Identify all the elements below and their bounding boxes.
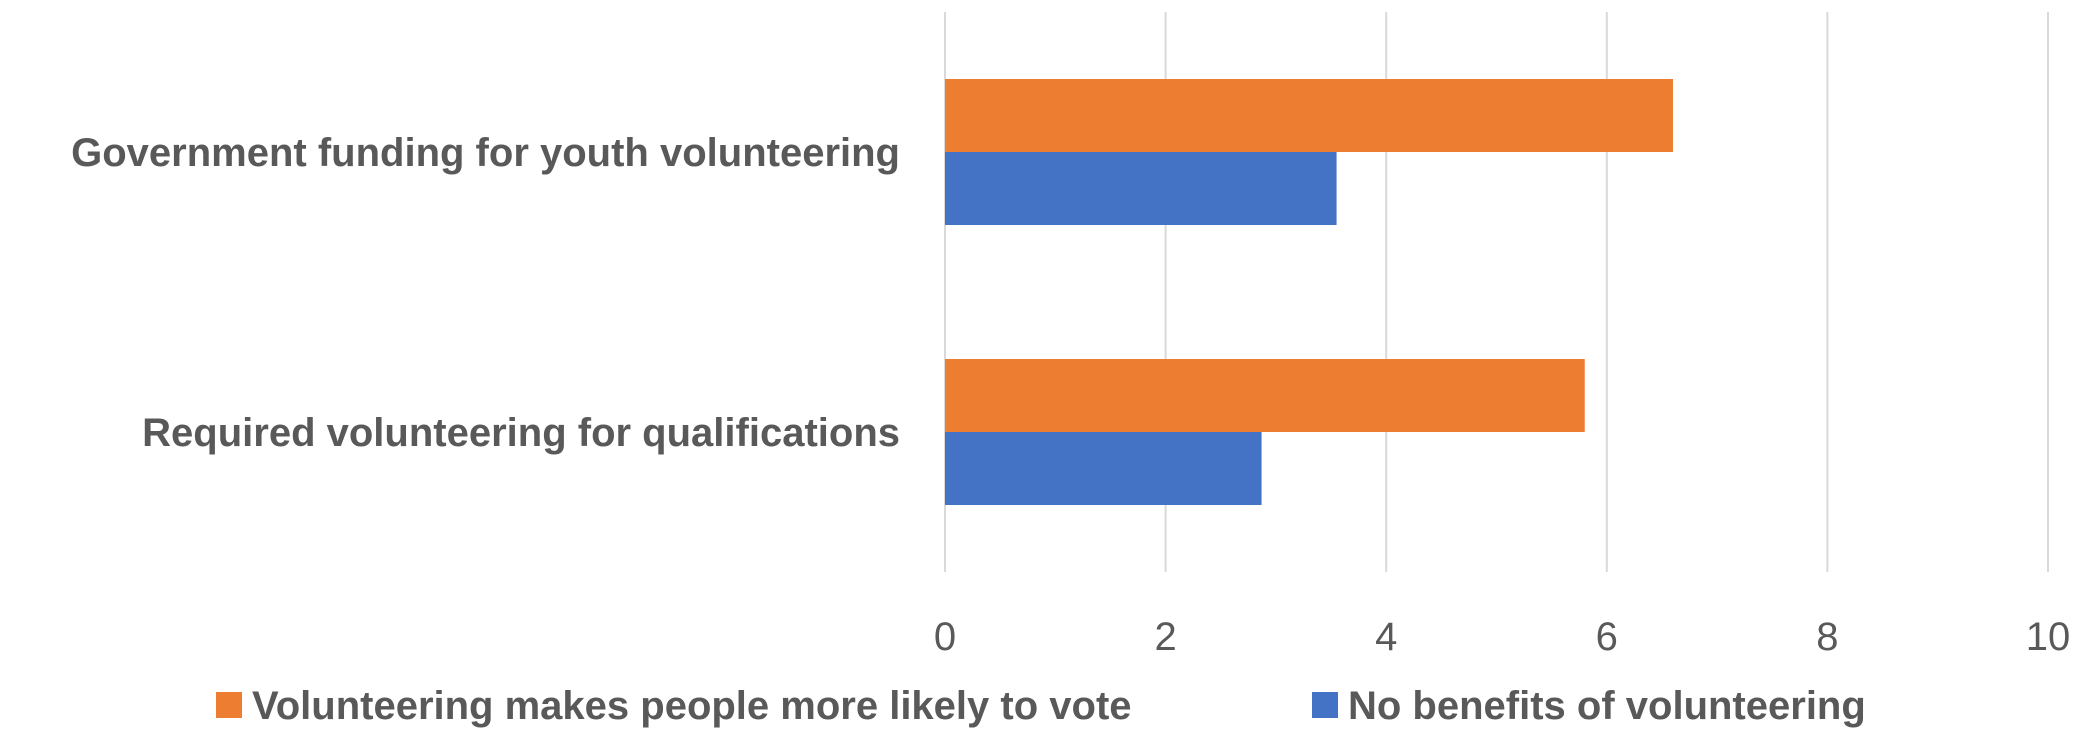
x-tick-label: 4 xyxy=(1375,615,1397,659)
x-tick-label: 10 xyxy=(2026,615,2071,659)
x-tick-label: 8 xyxy=(1816,615,1838,659)
x-tick-label: 6 xyxy=(1596,615,1618,659)
bar-series-2-cat-1 xyxy=(945,152,1337,225)
legend-swatch-1 xyxy=(216,692,242,718)
legend-swatch-2 xyxy=(1312,692,1338,718)
bars xyxy=(945,79,1673,505)
x-tick-label: 2 xyxy=(1154,615,1176,659)
legend-label-1: Volunteering makes people more likely to… xyxy=(252,684,1132,728)
bar-series-1-cat-1 xyxy=(945,79,1673,152)
legend-label-2: No benefits of volunteering xyxy=(1348,684,1866,728)
category-label: Government funding for youth volunteerin… xyxy=(71,131,900,175)
legend: Volunteering makes people more likely to… xyxy=(216,684,1866,728)
bar-series-2-cat-2 xyxy=(945,432,1262,505)
category-labels: Government funding for youth volunteerin… xyxy=(71,131,900,455)
bar-series-1-cat-2 xyxy=(945,359,1585,432)
x-axis-tick-labels: 0 2 4 6 8 10 xyxy=(934,615,2070,659)
x-tick-label: 0 xyxy=(934,615,956,659)
category-label: Required volunteering for qualifications xyxy=(142,411,900,455)
